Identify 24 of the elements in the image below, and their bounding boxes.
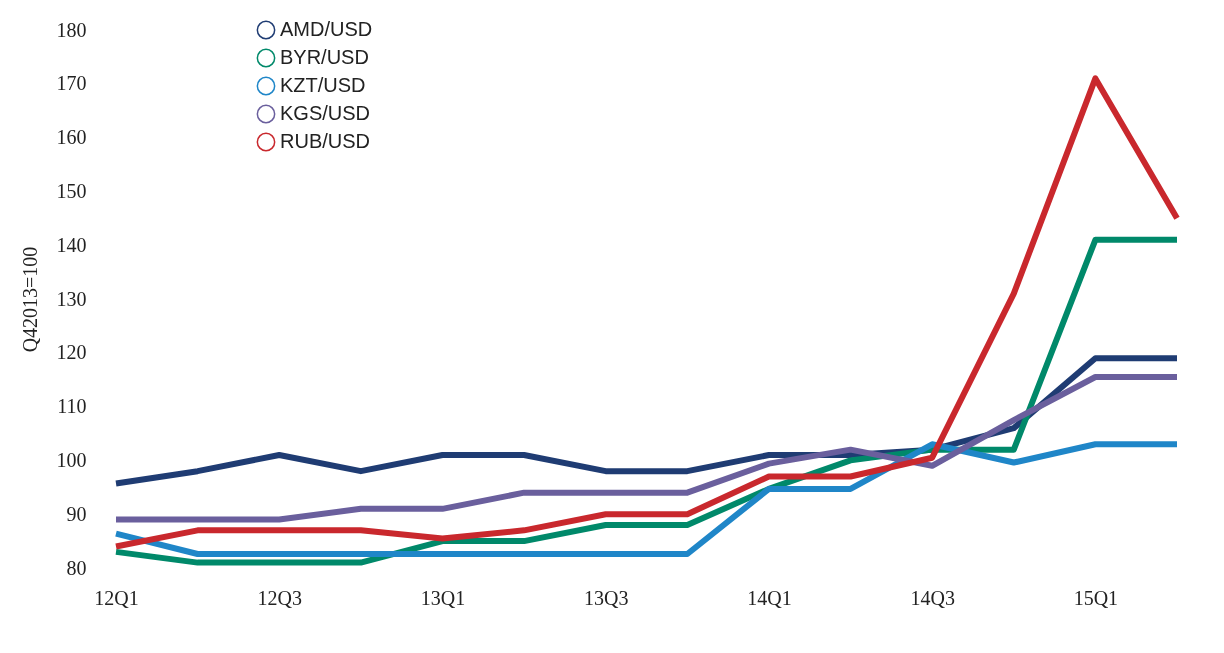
- y-tick-label: 150: [56, 179, 87, 202]
- x-tick-label: 15Q1: [1073, 586, 1119, 609]
- x-tick-label: 13Q1: [420, 586, 466, 609]
- y-tick-label: 110: [57, 395, 87, 418]
- y-tick-label: 100: [56, 448, 87, 471]
- legend-label: KGS/USD: [280, 102, 371, 124]
- y-tick-label: 120: [56, 341, 87, 364]
- legend-label: BYR/USD: [280, 46, 369, 68]
- legend-label: RUB/USD: [280, 130, 371, 152]
- legend-label: KZT/USD: [280, 74, 366, 96]
- x-tick-label: 14Q3: [910, 586, 955, 609]
- y-tick-label: 130: [56, 287, 87, 310]
- y-tick-label: 80: [66, 556, 87, 579]
- y-tick-label: 90: [66, 502, 87, 525]
- y-tick-label: 140: [56, 233, 87, 256]
- y-tick-label: 170: [56, 72, 87, 95]
- legend-label: AMD/USD: [280, 18, 373, 40]
- x-tick-label: 14Q1: [747, 586, 792, 609]
- x-tick-label: 12Q1: [94, 586, 139, 609]
- x-tick-label: 12Q3: [257, 586, 302, 609]
- y-tick-label: 160: [56, 126, 87, 149]
- y-tick-label: 180: [56, 18, 87, 41]
- x-tick-label: 13Q3: [583, 586, 629, 609]
- y-axis-title: Q42013=100: [18, 246, 41, 353]
